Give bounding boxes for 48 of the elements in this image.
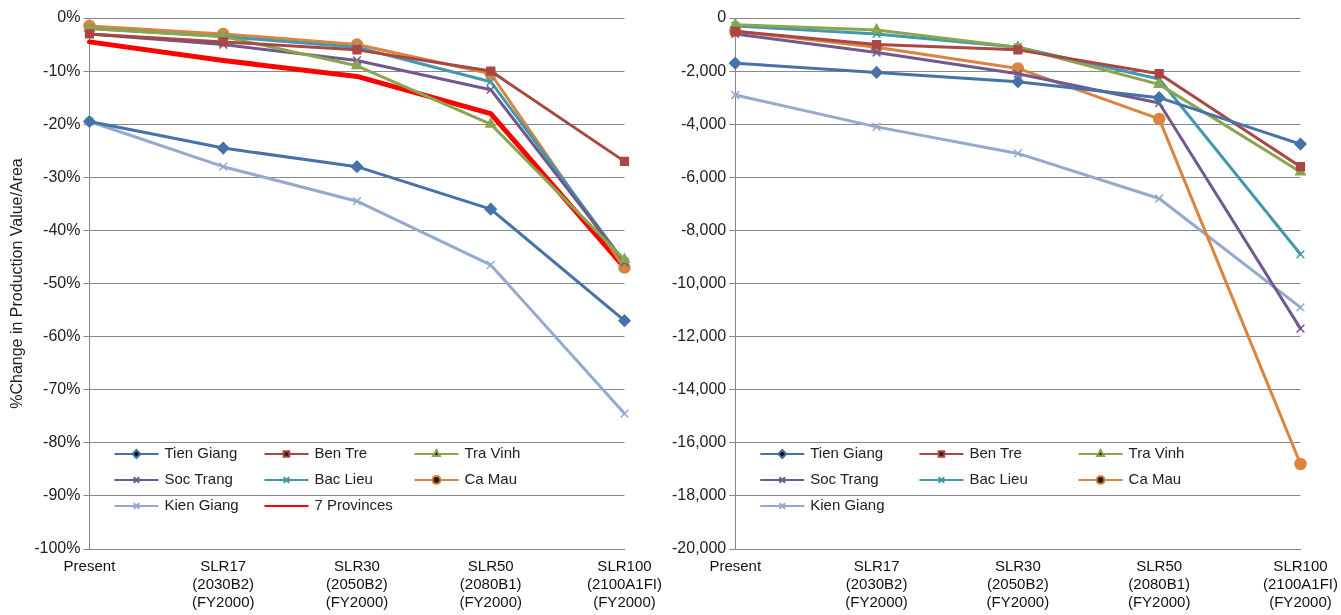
y-tick-label: -80%: [43, 433, 81, 451]
x-tick-label: SLR17 (2030B2) (FY2000): [191, 557, 255, 611]
x-tick-label: SLR50 (2080B1) (FY2000): [1127, 557, 1191, 611]
y-tick-label: -50%: [43, 273, 81, 291]
y-tick-label: -4,000: [680, 114, 727, 132]
x-tick-label: SLR50 (2080B1) (FY2000): [459, 557, 522, 611]
y-tick-label: 0%: [57, 8, 81, 26]
legend-label: Kien Giang: [164, 496, 239, 514]
y-tick-label: -8,000: [680, 220, 727, 238]
y-tick-label: -20%: [43, 114, 81, 132]
x-tick-label: SLR30 (2050B2) (FY2000): [325, 557, 389, 611]
y-tick-label: -30%: [43, 167, 81, 185]
y-tick-label: -10,000: [672, 273, 727, 291]
x-tick-label: SLR30 (2050B2) (FY2000): [986, 557, 1050, 611]
x-tick-label: SLR100 (2100A1FI) (FY2000): [586, 557, 663, 611]
y-tick-label: 0: [717, 8, 727, 26]
y-tick-label: -70%: [43, 380, 81, 398]
legend-label: Bac Lieu: [969, 470, 1028, 488]
legend-label: Ben Tre: [314, 444, 367, 462]
legend-label: Soc Trang: [164, 470, 233, 488]
legend-label: Ca Mau: [1128, 470, 1182, 488]
x-tick-label: SLR100 (2100A1FI) (FY2000): [1262, 557, 1339, 611]
y-tick-label: -18,000: [672, 486, 727, 504]
y-tick-label: -10%: [43, 61, 81, 79]
legend-label: Bac Lieu: [314, 470, 373, 488]
legend-label: Tien Giang: [810, 444, 884, 462]
legend-label: 7 Provinces: [314, 496, 393, 514]
legend-label: Kien Giang: [810, 496, 885, 514]
legend-label: Tra Vinh: [464, 444, 521, 462]
legend-label: Ca Mau: [464, 470, 517, 488]
y-tick-label: -20,000: [672, 539, 727, 557]
y-tick-label: -16,000: [672, 433, 727, 451]
legend-label: Soc Trang: [810, 470, 879, 488]
x-tick-label: Present: [709, 557, 762, 575]
y-tick-label: -2,000: [680, 61, 727, 79]
legend-label: Tra Vinh: [1128, 444, 1185, 462]
y-tick-label: -40%: [43, 220, 81, 238]
y-tick-label: -12,000: [672, 327, 727, 345]
y-tick-label: -14,000: [672, 380, 727, 398]
y-axis-title: %Change in Production Value/Area: [8, 158, 26, 409]
y-tick-label: -100%: [34, 539, 81, 557]
y-tick-label: -60%: [43, 327, 81, 345]
x-tick-label: Present: [63, 557, 117, 575]
y-tick-label: -90%: [43, 486, 81, 504]
y-tick-label: -6,000: [680, 167, 727, 185]
legend-label: Ben Tre: [969, 444, 1022, 462]
legend-label: Tien Giang: [164, 444, 238, 462]
x-tick-label: SLR17 (2030B2) (FY2000): [845, 557, 908, 611]
